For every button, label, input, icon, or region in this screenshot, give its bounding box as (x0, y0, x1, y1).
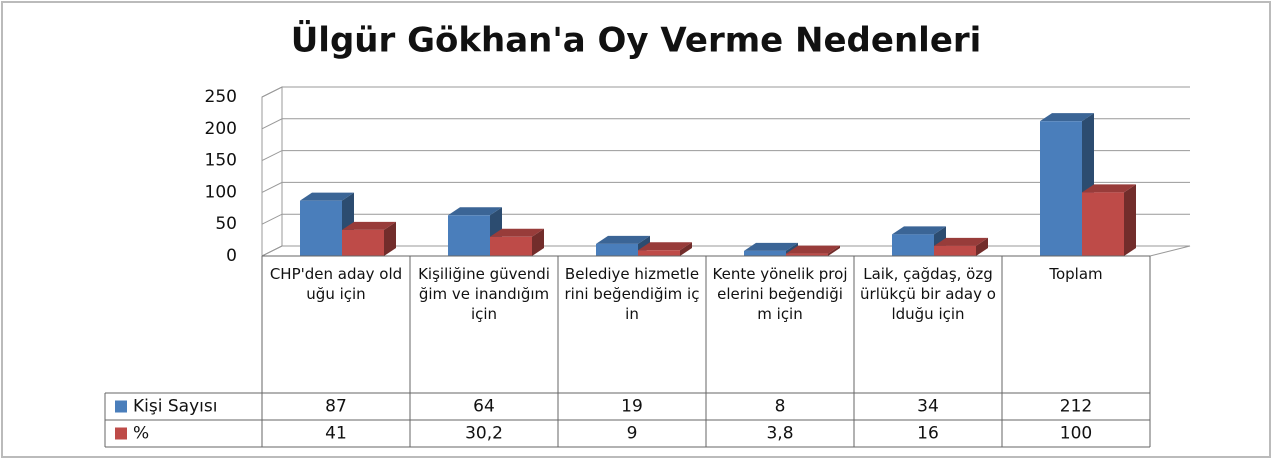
x-tick-label: CHP'den aday olduğu için (269, 265, 403, 303)
category-cell: Kişiliğine güvendiğim ve inandığım için (418, 265, 550, 323)
bar (638, 250, 680, 256)
data-cell: 41 (325, 424, 347, 444)
bar-side (532, 228, 544, 256)
data-cell: 30,2 (465, 424, 503, 444)
legend-swatch (115, 400, 127, 413)
y-tick-label: 0 (226, 246, 237, 266)
grid-line (261, 181, 1190, 193)
data-cell: 34 (917, 397, 939, 417)
category-cell: Kente yönelik projelerini beğendiğim içi… (712, 265, 848, 323)
bar-top (300, 192, 354, 201)
bar (786, 253, 828, 256)
grid-line (261, 86, 1190, 98)
legend-label: % (133, 424, 149, 444)
legend-swatch (115, 427, 127, 440)
bar-side (976, 237, 988, 256)
bar (934, 245, 976, 256)
y-tick-label: 50 (215, 214, 237, 234)
bar (490, 236, 532, 256)
bar-top (1040, 113, 1094, 122)
y-tick-label: 150 (205, 151, 237, 171)
category-cell: Toplam (1049, 265, 1103, 283)
bar-top (744, 242, 798, 251)
bar-top (892, 226, 946, 235)
data-cell: 87 (325, 397, 347, 417)
x-tick-label: Laik, çağdaş, özgürlükçü bir aday olduğu… (860, 265, 996, 323)
bar-side (384, 221, 396, 256)
bar (300, 200, 342, 256)
bar (596, 243, 638, 256)
chart-title: Ülgür Gökhan'a Oy Verme Nedenleri (291, 20, 982, 61)
bar (1082, 192, 1124, 256)
category-cell: Belediye hizmetlerini beğendiğim için (564, 265, 700, 323)
data-cell: 100 (1060, 424, 1092, 444)
bar (892, 234, 934, 256)
data-cell: 16 (917, 424, 939, 444)
bar (448, 215, 490, 256)
bar-top (448, 207, 502, 216)
x-tick-label: Kente yönelik projelerini beğendiğim içi… (712, 265, 848, 323)
data-cell: 212 (1060, 397, 1092, 417)
grid-line (261, 150, 1190, 162)
x-tick-label: Belediye hizmetlerini beğendiğim için (564, 265, 700, 323)
bar-top (342, 221, 396, 230)
side-wall (261, 86, 283, 257)
bar-top (596, 235, 650, 244)
grid-line (261, 245, 1190, 257)
x-tick-label: Toplam (1049, 265, 1103, 283)
data-cell: 8 (775, 397, 786, 417)
y-tick-label: 200 (205, 119, 237, 139)
bar-top (786, 245, 840, 254)
category-cell: Laik, çağdaş, özgürlükçü bir aday olduğu… (860, 265, 996, 323)
bar-top (934, 237, 988, 246)
bar-top (638, 242, 692, 251)
data-cell: 3,8 (766, 424, 793, 444)
bar-side (1124, 184, 1136, 256)
data-cell: 9 (627, 424, 638, 444)
bar-side (828, 245, 840, 256)
bar-top (1082, 184, 1136, 193)
data-cell: 64 (473, 397, 495, 417)
category-cell: CHP'den aday olduğu için (269, 265, 403, 303)
y-tick-label: 250 (205, 87, 237, 107)
bar (1040, 121, 1082, 256)
bar-top (490, 228, 544, 237)
y-tick-label: 100 (205, 182, 237, 202)
grid-line (261, 213, 1190, 225)
x-tick-label: Kişiliğine güvendiğim ve inandığım için (418, 265, 550, 323)
bar-side (680, 242, 692, 256)
legend-label: Kişi Sayısı (133, 397, 217, 417)
grid-line (261, 118, 1190, 130)
data-cell: 19 (621, 397, 643, 417)
bar (744, 250, 786, 256)
bar (342, 229, 384, 256)
